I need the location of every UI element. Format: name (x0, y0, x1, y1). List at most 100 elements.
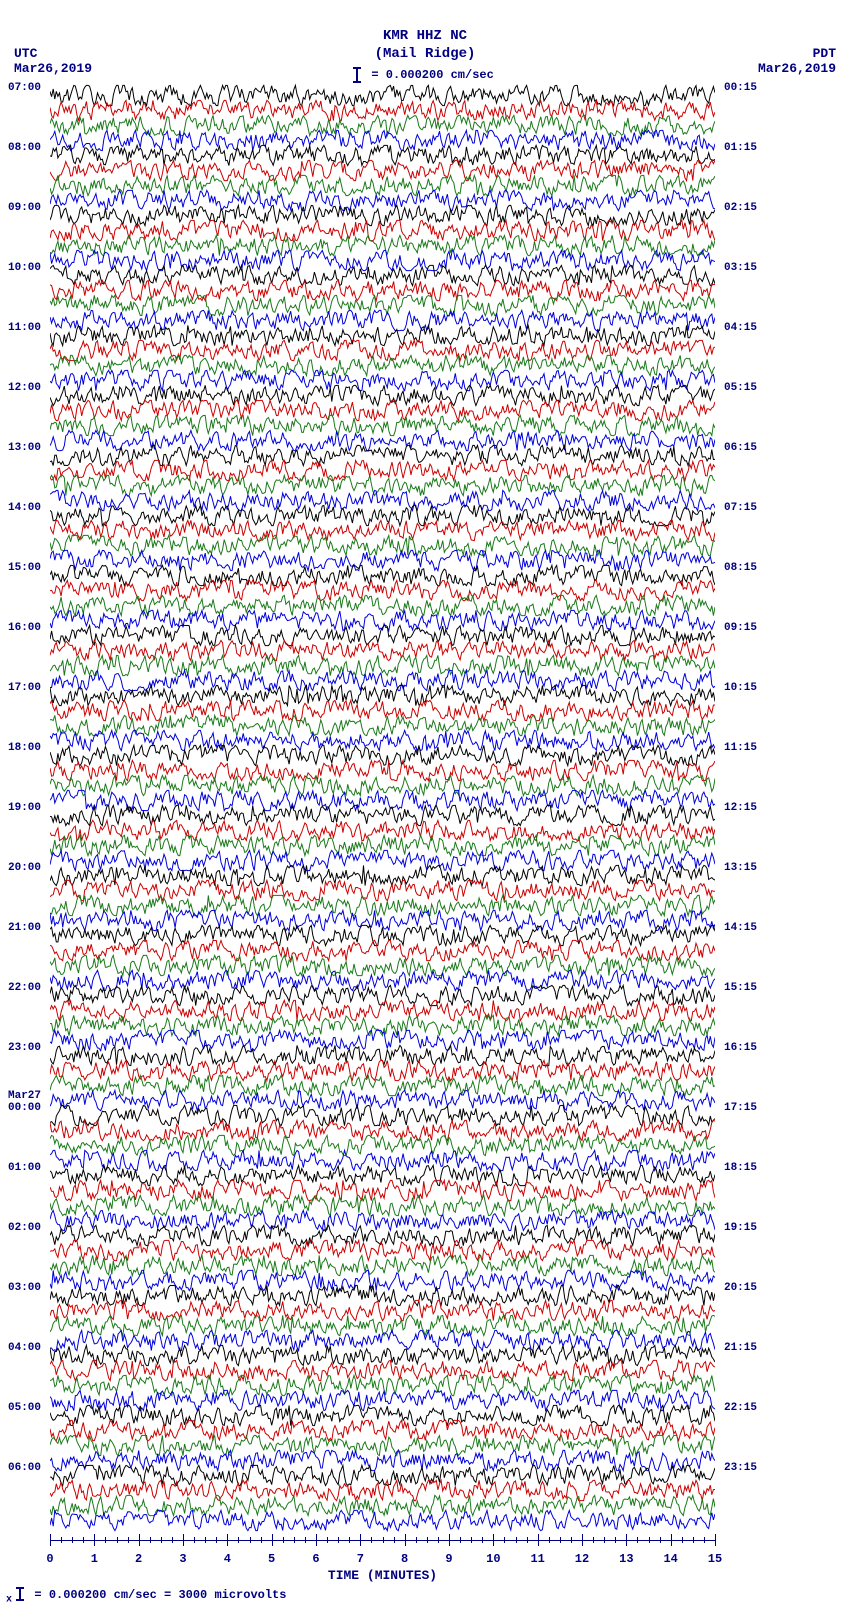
pdt-time-label: 13:15 (724, 862, 757, 874)
x-tick-label: 9 (445, 1552, 452, 1566)
x-tick-minor (250, 1537, 251, 1543)
x-axis: TIME (MINUTES) 0123456789101112131415 (50, 1540, 715, 1580)
utc-time-label: 13:00 (8, 442, 41, 454)
pdt-time-label: 03:15 (724, 262, 757, 274)
utc-time-label: 11:00 (8, 322, 41, 334)
utc-time-label: 22:00 (8, 982, 41, 994)
x-tick (449, 1534, 450, 1546)
utc-time-label: 02:00 (8, 1222, 41, 1234)
utc-time-label: 17:00 (8, 682, 41, 694)
x-tick (360, 1534, 361, 1546)
x-tick-minor (205, 1537, 206, 1543)
pdt-time-label: 08:15 (724, 562, 757, 574)
x-tick (50, 1534, 51, 1546)
pdt-time-label: 06:15 (724, 442, 757, 454)
x-tick-minor (704, 1537, 705, 1543)
x-tick-minor (161, 1537, 162, 1543)
x-tick-minor (327, 1537, 328, 1543)
utc-time-label: 10:00 (8, 262, 41, 274)
x-tick-label: 14 (663, 1552, 677, 1566)
x-tick-minor (338, 1537, 339, 1543)
pdt-time-label: 09:15 (724, 622, 757, 634)
x-tick-minor (349, 1537, 350, 1543)
x-tick-minor (527, 1537, 528, 1543)
x-tick-label: 4 (224, 1552, 231, 1566)
x-tick (316, 1534, 317, 1546)
x-tick-minor (61, 1537, 62, 1543)
x-tick-minor (83, 1537, 84, 1543)
tz-left-code: UTC (14, 46, 92, 61)
x-tick (626, 1534, 627, 1546)
x-tick-minor (261, 1537, 262, 1543)
pdt-time-label: 12:15 (724, 802, 757, 814)
x-tick (94, 1534, 95, 1546)
pdt-time-label: 07:15 (724, 502, 757, 514)
x-axis-title: TIME (MINUTES) (50, 1568, 715, 1583)
utc-time-label: 06:00 (8, 1462, 41, 1474)
utc-time-label: 14:00 (8, 502, 41, 514)
x-tick (671, 1534, 672, 1546)
tz-right-code: PDT (758, 46, 836, 61)
seismic-trace (50, 1504, 715, 1537)
x-tick-minor (72, 1537, 73, 1543)
x-tick-label: 1 (91, 1552, 98, 1566)
utc-time-label: 12:00 (8, 382, 41, 394)
scale-bar-icon (19, 1588, 21, 1600)
utc-date-break: Mar27 (8, 1090, 41, 1102)
x-tick-label: 0 (46, 1552, 53, 1566)
pdt-time-label: 11:15 (724, 742, 757, 754)
x-tick-label: 5 (268, 1552, 275, 1566)
x-tick-minor (416, 1537, 417, 1543)
x-tick-minor (649, 1537, 650, 1543)
x-tick-minor (427, 1537, 428, 1543)
utc-time-label: 23:00 (8, 1042, 41, 1054)
x-tick-label: 13 (619, 1552, 633, 1566)
x-tick-minor (194, 1537, 195, 1543)
x-tick-minor (560, 1537, 561, 1543)
utc-time-label: 07:00 (8, 82, 41, 94)
x-tick-minor (383, 1537, 384, 1543)
pdt-time-label: 18:15 (724, 1162, 757, 1174)
pdt-time-label: 02:15 (724, 202, 757, 214)
pdt-time-label: 01:15 (724, 142, 757, 154)
utc-time-label: 05:00 (8, 1402, 41, 1414)
utc-time-label: 09:00 (8, 202, 41, 214)
pdt-time-label: 04:15 (724, 322, 757, 334)
utc-time-label: 01:00 (8, 1162, 41, 1174)
x-tick-label: 7 (357, 1552, 364, 1566)
x-tick-label: 11 (530, 1552, 544, 1566)
station-code: KMR HHZ NC (0, 28, 850, 44)
x-tick-label: 6 (312, 1552, 319, 1566)
x-tick (538, 1534, 539, 1546)
x-tick-minor (117, 1537, 118, 1543)
seismogram-plot: 07:0000:1508:0001:1509:0002:1510:0003:15… (50, 88, 715, 1528)
utc-time-label: 21:00 (8, 922, 41, 934)
x-tick-minor (482, 1537, 483, 1543)
x-tick (227, 1534, 228, 1546)
x-tick-label: 15 (708, 1552, 722, 1566)
x-tick-label: 10 (486, 1552, 500, 1566)
utc-time-label: 18:00 (8, 742, 41, 754)
x-tick-minor (238, 1537, 239, 1543)
pdt-time-label: 16:15 (724, 1042, 757, 1054)
x-tick-label: 3 (179, 1552, 186, 1566)
x-tick-minor (549, 1537, 550, 1543)
utc-time-label: 00:00 (8, 1102, 41, 1114)
trace-row (50, 1513, 715, 1528)
pdt-time-label: 15:15 (724, 982, 757, 994)
pdt-time-label: 05:15 (724, 382, 757, 394)
utc-time-label: 08:00 (8, 142, 41, 154)
x-tick-minor (682, 1537, 683, 1543)
utc-time-label: 15:00 (8, 562, 41, 574)
x-tick-minor (394, 1537, 395, 1543)
x-tick (139, 1534, 140, 1546)
x-tick (582, 1534, 583, 1546)
pdt-time-label: 14:15 (724, 922, 757, 934)
station-location: (Mail Ridge) (0, 46, 850, 62)
x-tick-minor (438, 1537, 439, 1543)
x-tick-minor (637, 1537, 638, 1543)
x-tick-minor (604, 1537, 605, 1543)
pdt-time-label: 17:15 (724, 1102, 757, 1114)
x-tick (715, 1534, 716, 1546)
pdt-time-label: 22:15 (724, 1402, 757, 1414)
